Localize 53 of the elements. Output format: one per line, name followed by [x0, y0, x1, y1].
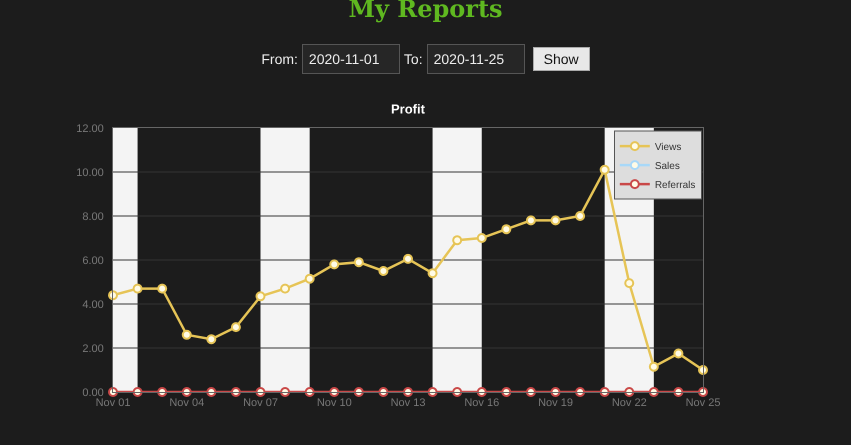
- point: [182, 330, 192, 340]
- date-field: 2020-11-01: [302, 44, 400, 74]
- x-tick-label: Nov 25: [686, 397, 720, 410]
- y-tick-label: 12.00: [76, 122, 104, 135]
- x-tick-label: Nov 19: [538, 397, 573, 410]
- chart-subtitle: Profit: [391, 101, 426, 116]
- x-tick-label: Nov 13: [390, 397, 426, 410]
- y-tick-label: 10.00: [76, 166, 104, 179]
- button: Show: [532, 47, 590, 71]
- point: [304, 274, 315, 284]
- point: [329, 259, 340, 270]
- point: [476, 233, 487, 243]
- y-tick-label: 8.00: [82, 210, 104, 223]
- point: [378, 387, 388, 397]
- y-tick-label: 2.00: [82, 342, 104, 355]
- point: [575, 211, 586, 221]
- y-tick-label: 4.00: [82, 298, 104, 311]
- point: [132, 284, 143, 294]
- point: [673, 387, 684, 397]
- point: [624, 278, 634, 288]
- point: [501, 224, 512, 234]
- point: [378, 266, 388, 276]
- point: [648, 362, 659, 372]
- x-tick-label: Nov 22: [612, 397, 647, 410]
- x-tick-label: Nov 16: [464, 397, 500, 410]
- point: [526, 215, 536, 226]
- point: [206, 334, 216, 344]
- text: To:: [404, 51, 423, 67]
- point: [550, 215, 560, 226]
- date-field: 2020-11-25: [426, 44, 525, 74]
- point: [673, 348, 684, 358]
- point: [230, 322, 241, 332]
- y-tick-label: 0.00: [82, 386, 104, 399]
- x-tick-label: Nov 10: [316, 397, 352, 410]
- point: [157, 284, 168, 294]
- x-tick-label: Nov 07: [243, 397, 278, 410]
- point: [428, 268, 438, 278]
- legend-label: Referrals: [654, 180, 696, 192]
- text: From:: [261, 51, 298, 67]
- point: [280, 284, 290, 294]
- legend-label: Sales: [654, 161, 680, 172]
- x-tick-label: Nov 04: [169, 397, 204, 410]
- point: [354, 257, 364, 268]
- point: [526, 387, 536, 397]
- point: [501, 387, 512, 397]
- legend-label: Views: [654, 142, 682, 154]
- y-tick-label: 6.00: [82, 254, 104, 267]
- point: [452, 235, 462, 246]
- point: [256, 291, 266, 302]
- point: [600, 164, 610, 175]
- point: [403, 254, 413, 264]
- x-tick-label: Nov 01: [96, 397, 130, 410]
- point: [230, 387, 241, 397]
